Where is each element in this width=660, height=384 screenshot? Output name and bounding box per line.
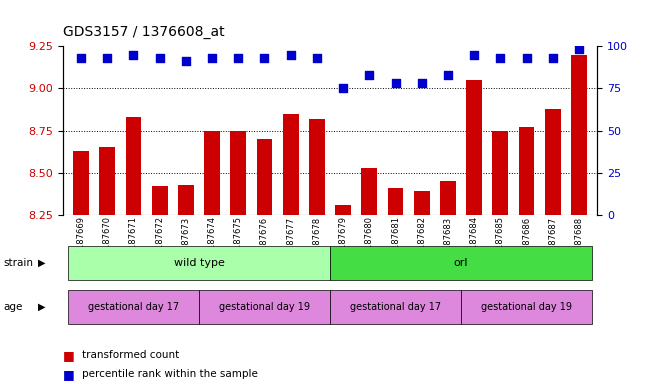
Point [181,58,191,65]
Bar [152,186,168,215]
Text: ▶: ▶ [38,258,46,268]
Point [521,55,532,61]
Text: percentile rank within the sample: percentile rank within the sample [82,369,258,379]
Bar [387,188,403,215]
Text: ■: ■ [63,368,75,381]
Bar [257,139,273,215]
Bar [100,147,115,215]
Bar [440,181,456,215]
Bar [335,205,351,215]
Bar [178,185,194,215]
Point [548,55,558,61]
Bar [125,117,141,215]
Point [128,51,139,58]
Point [574,46,584,53]
Text: age: age [3,302,22,312]
Text: gestational day 19: gestational day 19 [481,302,572,312]
Point [338,85,348,91]
Point [443,72,453,78]
Point [495,55,506,61]
Point [312,55,322,61]
Point [102,55,112,61]
Text: wild type: wild type [174,258,224,268]
Bar [204,131,220,215]
Bar [571,55,587,215]
Point [207,55,217,61]
Bar [73,151,89,215]
Bar [466,80,482,215]
Text: orl: orl [454,258,469,268]
Text: ■: ■ [63,349,75,362]
Bar [492,131,508,215]
Bar [362,168,377,215]
Bar [309,119,325,215]
Bar [519,127,535,215]
Bar [414,191,430,215]
Bar [230,131,246,215]
Text: strain: strain [3,258,33,268]
Text: gestational day 19: gestational day 19 [219,302,310,312]
Point [233,55,244,61]
Point [416,80,427,86]
Point [390,80,401,86]
Bar [283,114,298,215]
Point [259,55,270,61]
Bar [545,109,560,215]
Text: GDS3157 / 1376608_at: GDS3157 / 1376608_at [63,25,224,39]
Point [154,55,165,61]
Point [285,51,296,58]
Text: transformed count: transformed count [82,350,180,360]
Point [76,55,86,61]
Point [364,72,375,78]
Text: gestational day 17: gestational day 17 [88,302,179,312]
Text: gestational day 17: gestational day 17 [350,302,441,312]
Text: ▶: ▶ [38,302,46,312]
Point [469,51,479,58]
